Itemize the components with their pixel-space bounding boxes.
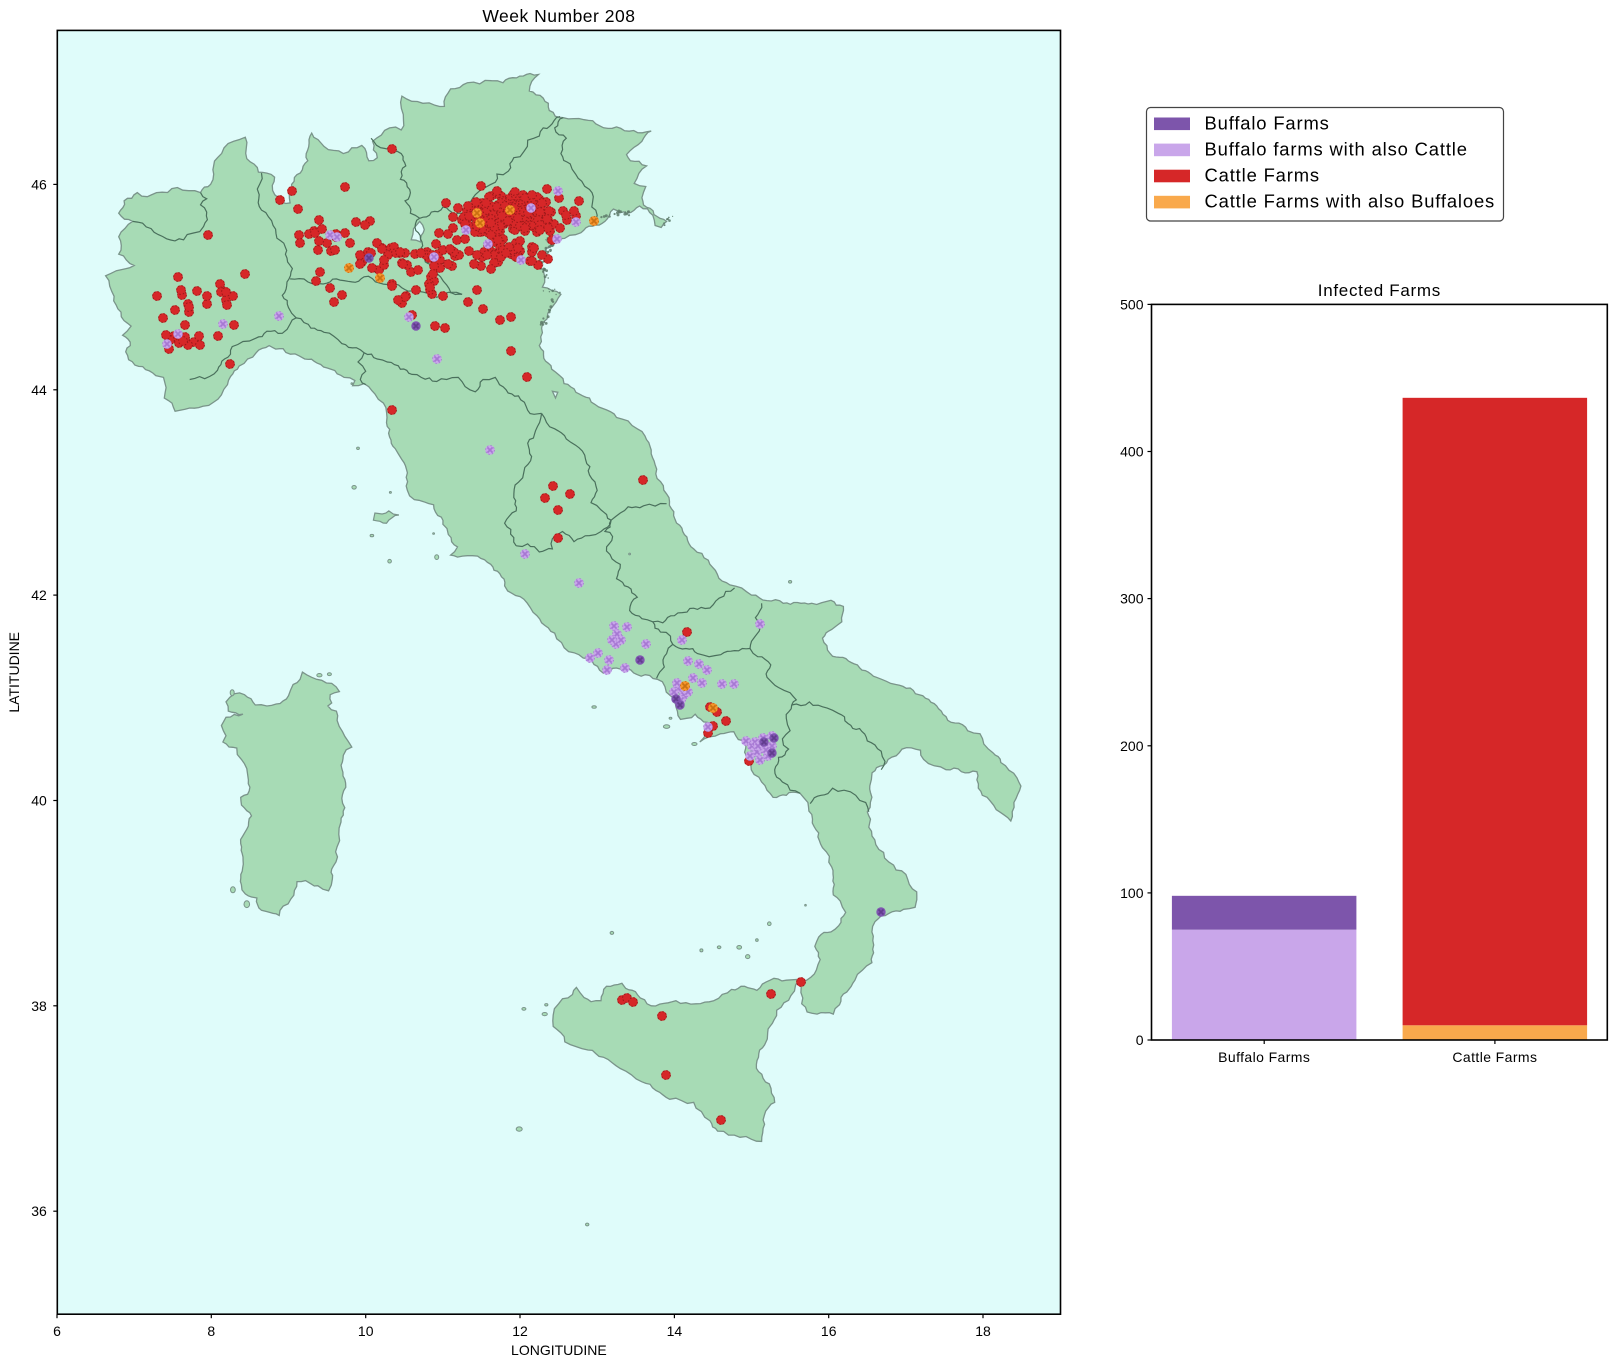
svg-text:Infected Farms: Infected Farms bbox=[1318, 281, 1441, 300]
svg-text:44: 44 bbox=[31, 382, 47, 398]
svg-text:Buffalo Farms: Buffalo Farms bbox=[1218, 1049, 1310, 1065]
svg-text:Cattle Farms: Cattle Farms bbox=[1452, 1049, 1537, 1065]
svg-text:Week Number 208: Week Number 208 bbox=[482, 6, 635, 26]
svg-text:16: 16 bbox=[821, 1323, 837, 1339]
svg-text:500: 500 bbox=[1120, 296, 1144, 312]
svg-text:400: 400 bbox=[1120, 444, 1144, 460]
svg-text:46: 46 bbox=[31, 176, 47, 192]
svg-text:Buffalo farms with also Cattle: Buffalo farms with also Cattle bbox=[1205, 138, 1468, 159]
svg-text:300: 300 bbox=[1120, 591, 1144, 607]
svg-text:8: 8 bbox=[207, 1323, 215, 1339]
svg-text:Buffalo Farms: Buffalo Farms bbox=[1205, 112, 1330, 133]
svg-text:12: 12 bbox=[512, 1323, 528, 1339]
svg-text:Cattle Farms: Cattle Farms bbox=[1205, 165, 1320, 186]
svg-text:10: 10 bbox=[358, 1323, 374, 1339]
svg-text:42: 42 bbox=[31, 587, 47, 603]
svg-text:40: 40 bbox=[31, 793, 47, 809]
svg-text:LATITUDINE: LATITUDINE bbox=[6, 632, 22, 713]
svg-text:200: 200 bbox=[1120, 738, 1144, 754]
svg-text:LONGITUDINE: LONGITUDINE bbox=[511, 1342, 607, 1358]
svg-text:36: 36 bbox=[31, 1203, 47, 1219]
svg-text:14: 14 bbox=[667, 1323, 683, 1339]
svg-text:18: 18 bbox=[975, 1323, 991, 1339]
svg-text:6: 6 bbox=[53, 1323, 61, 1339]
svg-text:Cattle Farms with also Buffalo: Cattle Farms with also Buffaloes bbox=[1205, 191, 1496, 212]
svg-text:38: 38 bbox=[31, 998, 47, 1014]
svg-text:0: 0 bbox=[1136, 1032, 1144, 1048]
svg-text:100: 100 bbox=[1120, 885, 1144, 901]
